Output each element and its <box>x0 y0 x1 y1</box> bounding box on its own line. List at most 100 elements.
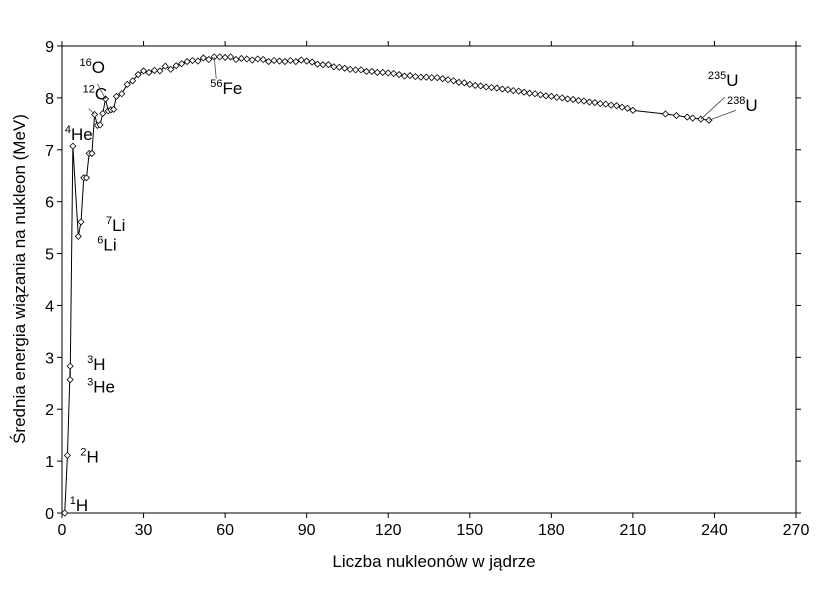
y-tick-label: 6 <box>45 195 54 212</box>
data-point-marker <box>74 232 82 240</box>
data-point-marker <box>536 91 545 99</box>
data-point-marker <box>134 70 142 79</box>
nuclide-symbol: U <box>726 71 738 90</box>
data-point-marker <box>471 81 479 90</box>
data-point-marker <box>569 95 577 104</box>
nuclide-label: 3H <box>87 354 105 374</box>
data-point-marker <box>112 92 120 100</box>
data-point-marker <box>178 60 186 68</box>
data-point-marker <box>613 102 621 110</box>
nuclide-label: 12C <box>83 83 108 103</box>
data-point-marker <box>520 88 528 96</box>
data-point-marker <box>66 376 74 384</box>
data-point-marker <box>362 67 371 75</box>
data-point-marker <box>564 95 572 103</box>
nuclide-mass-number: 7 <box>106 215 112 227</box>
data-point-marker <box>455 78 463 86</box>
data-point-marker <box>167 65 175 73</box>
data-point-marker <box>406 72 414 80</box>
data-point-marker <box>623 104 632 112</box>
nuclide-mass-number: 16 <box>79 57 91 69</box>
data-point-marker <box>281 58 289 66</box>
data-point-marker <box>444 76 452 84</box>
nuclide-mass-number: 6 <box>97 234 103 246</box>
nuclide-symbol: Li <box>103 235 116 254</box>
data-point-marker <box>341 64 349 72</box>
data-point-marker <box>477 82 485 90</box>
data-point-marker <box>96 121 104 129</box>
y-tick-label: 8 <box>45 91 54 108</box>
data-point-marker <box>602 100 610 108</box>
nuclide-label: 16O <box>79 57 104 77</box>
y-tick-label: 1 <box>45 454 54 471</box>
nuclide-symbol: Fe <box>222 79 242 98</box>
x-tick-label: 120 <box>375 522 402 539</box>
nuclide-symbol: H <box>76 496 88 515</box>
x-tick-label: 60 <box>216 522 234 539</box>
nuclide-label: 3He <box>87 377 115 397</box>
data-point-marker <box>417 73 425 81</box>
y-tick-label: 5 <box>45 247 54 264</box>
data-point-marker <box>553 93 561 101</box>
nuclide-mass-number: 4 <box>65 124 71 136</box>
data-point-marker <box>188 56 197 65</box>
y-tick-label: 0 <box>45 506 54 523</box>
data-point-marker <box>194 57 202 65</box>
data-point-marker <box>254 55 262 63</box>
nuclide-symbol: U <box>745 96 757 115</box>
data-point-marker <box>319 61 327 69</box>
nuclide-mass-number: 1 <box>70 495 76 507</box>
data-point-marker <box>515 87 523 95</box>
data-point-marker <box>629 106 637 114</box>
data-point-marker <box>422 73 430 81</box>
annotation-leader <box>708 109 737 121</box>
data-point-marker <box>150 66 158 74</box>
x-axis-title: Liczba nukleonów w jądrze <box>332 552 535 571</box>
data-point-marker <box>574 96 583 105</box>
plot-frame <box>61 45 797 514</box>
data-point-marker <box>129 77 137 85</box>
data-point-marker <box>61 509 69 517</box>
data-point-marker <box>683 113 691 121</box>
nuclide-mass-number: 235 <box>708 70 726 82</box>
data-point-marker <box>335 63 343 71</box>
data-point-marker <box>270 56 278 65</box>
nuclide-label: 235U <box>708 70 739 90</box>
data-point-marker <box>352 66 360 74</box>
data-point-marker <box>357 66 365 74</box>
data-point-marker <box>199 54 207 62</box>
data-point-marker <box>460 79 468 87</box>
nuclide-symbol: H <box>93 355 105 374</box>
data-point-marker <box>466 80 474 88</box>
data-point-marker <box>368 67 376 75</box>
annotation-leader <box>700 96 726 120</box>
data-point-marker <box>286 56 294 65</box>
data-point-marker <box>373 68 381 77</box>
nuclide-label: 56Fe <box>210 78 242 98</box>
data-point-marker <box>172 62 180 70</box>
data-point-marker <box>88 149 96 157</box>
data-point-marker <box>482 83 490 91</box>
data-point-marker <box>66 362 74 370</box>
data-point-marker <box>661 110 670 118</box>
annotation-leader <box>97 83 106 100</box>
data-point-marker <box>156 67 164 75</box>
data-point-marker <box>672 111 680 120</box>
nuclide-symbol: He <box>71 125 93 144</box>
nuclide-label: 7Li <box>106 215 125 235</box>
data-point-marker <box>531 90 539 98</box>
data-point-marker <box>237 54 245 63</box>
data-point-marker <box>123 80 131 88</box>
data-point-marker <box>618 103 626 111</box>
nuclide-symbol: C <box>95 84 107 103</box>
series-group <box>61 53 713 517</box>
data-point-marker <box>558 94 566 102</box>
nuclide-mass-number: 12 <box>83 83 95 95</box>
data-point-marker <box>504 86 512 94</box>
nuclide-label: 1H <box>70 495 88 515</box>
data-point-marker <box>324 61 332 69</box>
data-point-marker <box>243 55 251 63</box>
